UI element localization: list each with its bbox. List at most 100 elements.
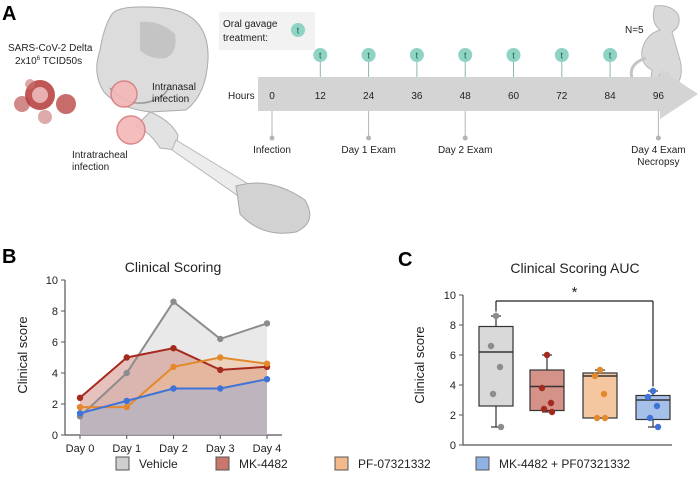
virus-illustration [14, 79, 76, 124]
legend: Vehicle MK-4482 PF-07321332 MK-4482 + PF073… [115, 456, 630, 471]
chart-b-area-combo [80, 379, 267, 435]
treatment-icon [409, 48, 424, 62]
legend-swatch [115, 456, 130, 471]
event-dot [655, 135, 661, 141]
chart-c-ytick-label: 10 [444, 290, 456, 302]
event-dot [269, 135, 275, 141]
chart-c-point [540, 405, 548, 413]
virus-label-line2: 2x106 TCID50s [15, 56, 82, 67]
chart-c-point [496, 363, 504, 371]
chart-b-ytick-label: 8 [52, 306, 58, 318]
chart-c-point [601, 414, 609, 422]
event-label: Day 1 Exam [341, 145, 395, 156]
legend-item-vehicle: Vehicle [115, 456, 178, 471]
panel-label-b: B [2, 246, 16, 268]
gavage-legend-icon [291, 23, 305, 37]
chart-b-ylabel: Clinical score [15, 316, 30, 393]
chart-c-point [596, 366, 604, 374]
event-dot [462, 135, 468, 141]
chart-b-ytick-label: 6 [52, 337, 58, 349]
legend-label: MK-4482 + PF07321332 [499, 457, 630, 471]
chart-c-point [538, 384, 546, 392]
chart-b-point-vehicle [263, 320, 271, 327]
chart-b-point-pf07321332 [123, 403, 130, 411]
monkey-head-illustration [96, 6, 311, 234]
chart-b-point-mk4482 [123, 354, 130, 361]
chart-c-point [593, 414, 601, 422]
treatment-icon [554, 48, 569, 62]
chart-b-ytick-label: 10 [46, 275, 58, 287]
legend-item-mk4482: MK-4482 [215, 456, 288, 471]
hour-tick-label: 96 [653, 91, 665, 102]
chart-c-point [649, 387, 657, 395]
monkey-silhouette [629, 5, 682, 87]
chart-b-point-vehicle [123, 369, 130, 377]
chart-b-point-vehicle [170, 298, 177, 305]
chart-c-box-mk4482 [529, 351, 565, 416]
hour-tick-label: 84 [605, 91, 617, 102]
hours-label: Hours [228, 91, 255, 102]
n-label: N=5 [625, 25, 644, 36]
intratracheal-label-line2: infection [72, 162, 109, 173]
chart-b-xtick-label: Day 4 [253, 443, 282, 455]
gavage-legend-icon-letter: t [297, 26, 300, 36]
chart-c-sig-star: * [572, 284, 578, 301]
intranasal-label-line2: infection [152, 94, 189, 105]
chart-c-iqr-box [529, 369, 565, 412]
treatment-icon [603, 48, 618, 62]
chart-c-point [548, 408, 556, 416]
chart-b-point-mk4482 [76, 394, 84, 401]
chart-b-plot: 0 2 4 6 8 10 Day 0 Day 1 Day 2 Day 3 Day 4 [46, 275, 282, 455]
chart-b-point-mk4482 [170, 345, 177, 352]
intranasal-label-line1: Intranasal [152, 82, 196, 93]
chart-b-point-vehicle [217, 335, 224, 343]
virus-label-line1: SARS-CoV-2 Delta [8, 43, 93, 54]
chart-b-point-pf07321332 [76, 403, 84, 411]
treatment-icon-letter: t [367, 51, 370, 61]
hour-tick-label: 72 [556, 91, 568, 102]
chart-c-point [591, 372, 599, 380]
panel-label-c: C [398, 249, 412, 271]
hour-tick-label: 0 [269, 91, 275, 102]
chart-c-point [487, 342, 495, 350]
chart-c-title: Clinical Scoring AUC [510, 260, 639, 276]
panel-b: B Clinical Scoring Clinical score 0 2 4 6 8 1… [2, 246, 282, 455]
chart-b-lines [76, 298, 271, 420]
chart-c-iqr-box [635, 394, 671, 421]
gavage-label-line2: treatment: [223, 33, 268, 44]
legend-swatch [334, 456, 349, 471]
hour-tick-label: 60 [508, 91, 520, 102]
hour-tick-label: 36 [411, 91, 423, 102]
hour-tick-label: 24 [363, 91, 375, 102]
legend-label: PF-07321332 [358, 457, 431, 471]
chart-c-ytick-label: 8 [450, 320, 456, 332]
chart-c-box-combo [635, 387, 671, 431]
timeline-layer: 0 12 24 36 48 60 72 84 96 t t t t t t t Infection Day 1 E… [253, 48, 686, 168]
chart-b-point-combo [123, 397, 130, 405]
timeline-arrow [258, 69, 698, 119]
event-label: Day 2 Exam [438, 145, 492, 156]
chart-c-point [492, 312, 500, 320]
panel-label-a: A [2, 3, 16, 25]
chart-c-box-pf07321332 [582, 366, 618, 422]
chart-c-point [497, 423, 505, 431]
chart-b-xtick-label: Day 2 [159, 443, 188, 455]
chart-b-point-pf07321332 [263, 360, 271, 367]
legend-swatch [215, 456, 230, 471]
panel-a: A SARS-CoV-2 Delta 2x106 TCID50s Intrana… [2, 3, 698, 234]
chart-c-point [489, 390, 497, 398]
legend-item-pf07321332: PF-07321332 [334, 456, 431, 471]
chart-c-iqr-box [582, 372, 618, 419]
chart-c-point [543, 351, 551, 359]
treatment-icon-letter: t [319, 51, 322, 61]
panel-c: C Clinical Scoring AUC Clinical score 0 2… [398, 249, 672, 452]
chart-c-point [646, 414, 654, 422]
chart-c-ytick-label: 0 [450, 440, 456, 452]
treatment-icon-letter: t [609, 51, 612, 61]
hour-tick-label: 12 [315, 91, 327, 102]
chart-c-iqr-box [478, 325, 514, 407]
chart-b-xtick-label: Day 3 [206, 443, 235, 455]
chart-b-area-pf07321332 [80, 357, 267, 435]
chart-c-point [547, 399, 555, 407]
event-label: Day 4 Exam [631, 145, 685, 156]
